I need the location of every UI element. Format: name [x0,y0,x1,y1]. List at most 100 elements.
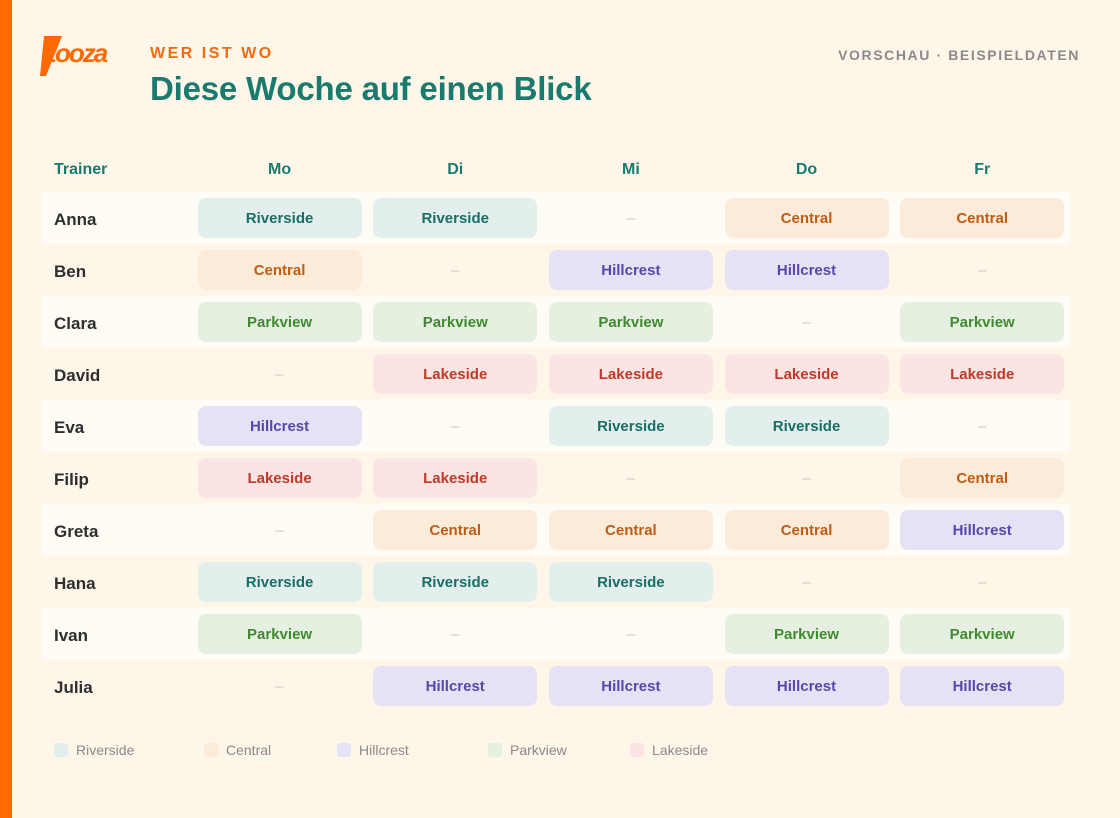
legend-swatch [488,743,502,757]
table-row: Anna Riverside Riverside – Central Central [42,192,1070,244]
location-chip[interactable]: Lakeside [548,354,713,394]
schedule-cell: Central [719,504,895,556]
empty-slot: – [275,521,284,539]
location-chip[interactable]: Hillcrest [900,666,1065,706]
location-chip[interactable]: Hillcrest [724,666,889,706]
legend-label: Central [226,742,272,758]
schedule-cell: Parkview [543,296,719,348]
location-chip[interactable]: Central [548,510,713,550]
location-chip[interactable]: Central [373,510,538,550]
schedule-cell: – [719,556,895,608]
empty-slot: – [451,625,460,643]
location-chip[interactable]: Hillcrest [724,250,889,290]
empty-slot: – [626,209,636,227]
location-chip[interactable]: Riverside [724,406,889,446]
location-chip[interactable]: Parkview [373,302,538,342]
legend-item: Parkview [488,742,630,758]
trainer-name: Anna [54,210,97,229]
table-row: Ivan Parkview – – Parkview Parkview [42,608,1070,660]
schedule-cell: – [192,660,368,712]
schedule-cell: Parkview [192,296,368,348]
schedule-cell: Hillcrest [894,660,1070,712]
table-row: Julia – Hillcrest Hillcrest Hillcrest Hillcre… [42,660,1070,712]
location-chip[interactable]: Riverside [197,562,362,602]
location-chip[interactable]: Parkview [900,302,1065,342]
location-chip[interactable]: Hillcrest [548,250,713,290]
location-chip[interactable]: Riverside [548,562,713,602]
schedule-cell: Lakeside [192,452,368,504]
schedule-cell: Riverside [192,556,368,608]
column-header-day: Di [447,161,464,178]
schedule-cell: Riverside [719,400,895,452]
location-chip[interactable]: Parkview [900,614,1065,654]
legend-label: Hillcrest [359,742,409,758]
table-row: Ben Central – Hillcrest Hillcrest – [42,244,1070,296]
trainer-name: Greta [54,522,99,541]
schedule-cell: Parkview [719,608,895,660]
schedule-cell: – [367,400,543,452]
location-chip[interactable]: Hillcrest [900,510,1065,550]
location-chip[interactable]: Parkview [548,302,713,342]
schedule-cell: Riverside [543,556,719,608]
schedule-cell: – [192,348,368,400]
location-chip[interactable]: Riverside [373,198,538,238]
location-chip[interactable]: Lakeside [197,458,362,498]
trainer-name: Clara [54,314,97,333]
table-row: Hana Riverside Riverside Riverside – – [42,556,1070,608]
empty-slot: – [275,365,284,383]
location-chip[interactable]: Hillcrest [548,666,713,706]
schedule-cell: – [543,192,719,244]
location-chip[interactable]: Central [724,510,889,550]
location-chip[interactable]: Lakeside [373,458,538,498]
schedule-cell: – [367,608,543,660]
location-chip[interactable]: Riverside [197,198,362,238]
schedule-cell: – [543,452,719,504]
legend-label: Riverside [76,742,135,758]
schedule-cell: Central [192,244,368,296]
location-chip[interactable]: Parkview [724,614,889,654]
location-chip[interactable]: Hillcrest [373,666,538,706]
trainer-name: Hana [54,574,96,593]
schedule-grid: Trainer Mo Di Mi Do Fr Anna Riverside Rive… [42,148,1070,712]
location-chip[interactable]: Hillcrest [197,406,362,446]
location-chip[interactable]: Lakeside [724,354,889,394]
location-chip[interactable]: Parkview [197,302,362,342]
location-chip[interactable]: Central [900,198,1065,238]
table-row: Greta – Central Central Central Hillcrest [42,504,1070,556]
legend-swatch [204,743,218,757]
column-header-day: Do [795,161,818,178]
empty-slot: – [978,261,987,279]
svg-text:zooza: zooza [43,38,108,68]
location-chip[interactable]: Central [900,458,1065,498]
schedule-rows: Anna Riverside Riverside – Central Central Ben… [42,192,1070,712]
schedule-cell: Riverside [367,192,543,244]
empty-slot: – [626,625,636,643]
location-chip[interactable]: Riverside [373,562,538,602]
location-chip[interactable]: Lakeside [373,354,538,394]
empty-slot: – [451,261,460,279]
schedule-cell: Central [719,192,895,244]
zooza-logo-icon: zooza zooza [40,36,110,76]
preview-badge: VORSCHAU · BEISPIELDATEN [838,47,1080,63]
legend-item: Riverside [54,742,204,758]
legend-item: Hillcrest [337,742,488,758]
legend-label: Parkview [510,742,567,758]
schedule-cell: Hillcrest [367,660,543,712]
schedule-cell: – [894,400,1070,452]
schedule-cell: Parkview [367,296,543,348]
location-chip[interactable]: Central [197,250,362,290]
schedule-cell: Central [543,504,719,556]
legend-item: Lakeside [630,742,730,758]
location-chip[interactable]: Riverside [548,406,713,446]
schedule-cell: Riverside [192,192,368,244]
location-chip[interactable]: Lakeside [900,354,1065,394]
column-header-day: Fr [974,161,991,178]
schedule-cell: Hillcrest [894,504,1070,556]
legend-swatch [54,743,68,757]
legend-item: Central [204,742,337,758]
schedule-cell: – [719,452,895,504]
location-chip[interactable]: Parkview [197,614,362,654]
trainer-name: David [54,366,101,385]
schedule-cell: Lakeside [367,348,543,400]
location-chip[interactable]: Central [724,198,889,238]
